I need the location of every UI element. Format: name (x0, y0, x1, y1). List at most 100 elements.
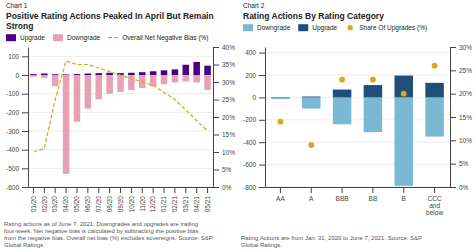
y2-tick-mark (450, 47, 456, 48)
y2-tick: 10% (450, 137, 472, 144)
y2-tick-mark (450, 140, 456, 141)
y-tick-mark (259, 142, 265, 143)
y-tick: -200 (6, 109, 28, 116)
tick-label-line: and (429, 202, 440, 209)
legend-swatch (53, 34, 63, 41)
y2-tick-mark (450, 70, 456, 71)
bar (85, 75, 92, 109)
bar (425, 97, 444, 136)
point (278, 119, 284, 125)
x-tick-label: A (309, 195, 314, 202)
legend-item: Downgrade (243, 24, 291, 32)
y-tick-label: -300 (6, 128, 19, 135)
x-tick-label: 02/20 (41, 196, 48, 213)
y2-tick-label: 5% (222, 166, 232, 173)
y2-tick-mark (213, 100, 219, 101)
x-tick: 08/20 (106, 187, 113, 212)
bar (95, 75, 102, 99)
chart-panel: Chart 1Positive Rating Actions Peaked In… (4, 2, 235, 248)
x-tick: 03/20 (51, 187, 58, 212)
y-tick-mark (22, 112, 28, 113)
y2-tick: 20% (213, 114, 235, 121)
bar (74, 75, 81, 122)
grid-line (265, 142, 450, 143)
x-tick-mark (142, 187, 143, 193)
y-tick-label: -500 (6, 165, 19, 172)
bar (106, 75, 113, 94)
x-tick-label: 09/20 (117, 196, 124, 213)
x-tick: A (309, 187, 314, 202)
bar (30, 75, 37, 77)
marks (30, 61, 211, 174)
legend-label: Overall Net Negative Bias (%) (122, 34, 208, 42)
text-line: Rating Actions are from Jan. 31, 2020 to… (241, 235, 422, 241)
bar (128, 73, 135, 75)
x-tick-mark (196, 187, 197, 193)
y-tick-mark (22, 168, 28, 169)
bar (63, 75, 70, 174)
x-tick-label: 08/20 (106, 196, 113, 213)
legend-item: Share Of Upgrades (%) (348, 24, 428, 32)
bar (150, 75, 157, 86)
tick-label-line: CCC (428, 195, 442, 202)
y-tick-mark (22, 131, 28, 132)
grid-line (265, 52, 450, 53)
y-tick-mark (259, 75, 265, 76)
x-tick-label: 05/21 (204, 196, 211, 213)
y2-tick-label: 0% (222, 184, 232, 191)
grid-line (28, 56, 213, 57)
bar (106, 73, 113, 75)
legend-swatch (348, 25, 353, 30)
x-tick-mark (33, 187, 34, 193)
point (339, 77, 345, 83)
x-tick-label: 12/20 (149, 196, 156, 213)
x-axis-line (266, 187, 451, 188)
y2-tick-label: 0% (459, 184, 469, 191)
x-tick-label: 03/20 (51, 196, 58, 213)
bar (204, 75, 211, 90)
x-tick-mark (174, 187, 175, 193)
y-tick-label: -800 (243, 184, 256, 191)
y-tick-label: 0 (15, 72, 19, 79)
y2-tick: 10% (213, 149, 235, 156)
y2-tick-mark (450, 164, 456, 165)
y-tick: 0 (252, 94, 265, 101)
bar (41, 74, 48, 75)
x-tick-label: 05/20 (73, 196, 80, 213)
bar (183, 65, 190, 75)
y-tick: -400 (243, 139, 265, 146)
x-tick-mark (164, 187, 165, 193)
x-tick-label: 01/21 (160, 196, 167, 213)
y-tick: 0 (15, 72, 28, 79)
y2-tick: 20% (450, 90, 472, 97)
legend-item: Upgrade (298, 24, 337, 32)
y2-tick-mark (213, 152, 219, 153)
x-tick: 04/21 (193, 187, 200, 212)
grid-line (265, 164, 450, 165)
x-tick-mark (131, 187, 132, 193)
grid-line (265, 97, 450, 98)
x-tick: BBB (336, 187, 349, 202)
y-tick-mark (259, 120, 265, 121)
y2-tick: 0% (213, 184, 232, 191)
y-tick-label: -200 (243, 116, 256, 123)
y2-tick-mark (213, 65, 219, 66)
x-tick-mark (153, 187, 154, 193)
x-tick: 02/21 (171, 187, 178, 212)
grid-line (28, 131, 213, 132)
x-tick: 01/20 (30, 187, 37, 212)
x-tick-mark (280, 187, 281, 193)
x-tick-label: 11/20 (139, 196, 146, 212)
y2-tick: 30% (213, 79, 235, 86)
x-tick: 06/20 (84, 187, 91, 212)
footnote: Rating actions as of June 7, 2021. Downg… (4, 221, 213, 248)
bar (193, 75, 200, 82)
x-tick: 05/21 (204, 187, 211, 212)
y2-tick-label: 10% (222, 149, 235, 156)
bar (172, 69, 179, 75)
legend-item: Downgrade (53, 34, 101, 42)
y2-tick: 15% (450, 114, 472, 121)
y2-tick-label: 15% (222, 131, 235, 138)
x-tick: 05/20 (73, 187, 80, 212)
y2-tick-label: 35% (222, 61, 235, 68)
